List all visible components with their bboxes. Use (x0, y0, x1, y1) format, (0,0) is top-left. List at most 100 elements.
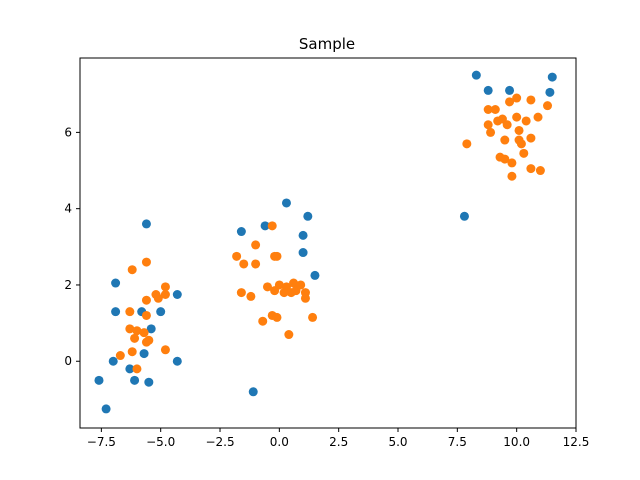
y-axis: 0 2 4 6 (64, 125, 80, 368)
data-point (310, 270, 320, 280)
data-point (160, 289, 170, 299)
y-tick-label: 0 (64, 354, 72, 368)
data-point (459, 211, 469, 221)
x-tick-label: −7.5 (87, 435, 116, 449)
data-point (270, 251, 280, 261)
data-point (296, 280, 306, 290)
data-point (526, 95, 536, 105)
data-point (272, 312, 282, 322)
x-tick-label: 2.5 (329, 435, 348, 449)
data-point (526, 164, 536, 174)
data-point (547, 72, 557, 82)
data-point (111, 307, 121, 317)
data-point (490, 104, 500, 114)
data-point (514, 125, 524, 135)
data-point (251, 259, 261, 269)
data-point (507, 171, 517, 181)
data-point (483, 85, 493, 95)
data-point (545, 87, 555, 97)
data-point (505, 97, 515, 107)
x-tick-label: 5.0 (388, 435, 407, 449)
data-point (502, 120, 512, 130)
data-point (236, 288, 246, 298)
data-point (284, 330, 294, 340)
data-point (535, 166, 545, 176)
data-point (533, 112, 543, 122)
data-point (108, 356, 118, 366)
data-point (274, 280, 284, 290)
plot-frame (79, 57, 577, 429)
data-point (127, 347, 137, 357)
data-point (156, 307, 166, 317)
x-axis: −7.5 −5.0 −2.5 0.0 2.5 5.0 7.5 10.0 12.5 (87, 428, 590, 449)
points-layer (94, 70, 557, 414)
data-point (144, 377, 154, 387)
y-tick-label: 2 (64, 278, 72, 292)
data-point (258, 316, 268, 326)
data-point (125, 364, 135, 374)
data-point (512, 112, 522, 122)
data-point (486, 127, 496, 137)
x-tick-label: 12.5 (563, 435, 590, 449)
data-point (303, 211, 313, 221)
data-point (153, 293, 163, 303)
x-tick-label: 0.0 (270, 435, 289, 449)
data-point (260, 221, 270, 231)
data-point (236, 227, 246, 237)
x-tick-label: −5.0 (146, 435, 175, 449)
data-point (172, 289, 182, 299)
x-tick-label: −2.5 (205, 435, 234, 449)
data-point (139, 349, 149, 359)
data-point (127, 265, 137, 275)
data-point (526, 133, 536, 143)
data-point (500, 154, 510, 164)
data-point (130, 333, 140, 343)
data-point (281, 198, 291, 208)
x-tick-label: 10.0 (503, 435, 530, 449)
data-point (507, 158, 517, 168)
data-point (279, 288, 289, 298)
data-point (543, 101, 553, 111)
data-point (94, 375, 104, 385)
data-point (462, 139, 472, 149)
data-point (289, 278, 299, 288)
data-point (132, 364, 142, 374)
data-point (132, 326, 142, 336)
data-point (483, 104, 493, 114)
data-point (483, 120, 493, 130)
data-point (141, 257, 151, 267)
data-point (160, 345, 170, 355)
data-point (141, 310, 151, 320)
data-point (500, 135, 510, 145)
data-point (101, 404, 111, 414)
data-point (251, 240, 261, 250)
data-point (505, 85, 515, 95)
data-point (248, 387, 258, 397)
data-point (512, 93, 522, 103)
data-point (115, 351, 125, 361)
chart-title: Sample (299, 35, 355, 53)
data-point (141, 337, 151, 347)
data-point (519, 148, 529, 158)
data-point (298, 248, 308, 258)
data-point (239, 259, 249, 269)
data-point (172, 356, 182, 366)
data-point (246, 291, 256, 301)
data-point (130, 375, 140, 385)
data-point (286, 288, 296, 298)
data-point (232, 251, 242, 261)
x-tick-label: 7.5 (448, 435, 467, 449)
data-point (516, 139, 526, 149)
data-point (267, 221, 277, 231)
data-point (308, 312, 318, 322)
data-point (141, 295, 151, 305)
data-point (111, 278, 121, 288)
data-point (160, 282, 170, 292)
data-point (521, 116, 531, 126)
data-point (300, 293, 310, 303)
data-point (298, 230, 308, 240)
data-point (141, 219, 151, 229)
data-point (262, 282, 272, 292)
data-point (471, 70, 481, 80)
